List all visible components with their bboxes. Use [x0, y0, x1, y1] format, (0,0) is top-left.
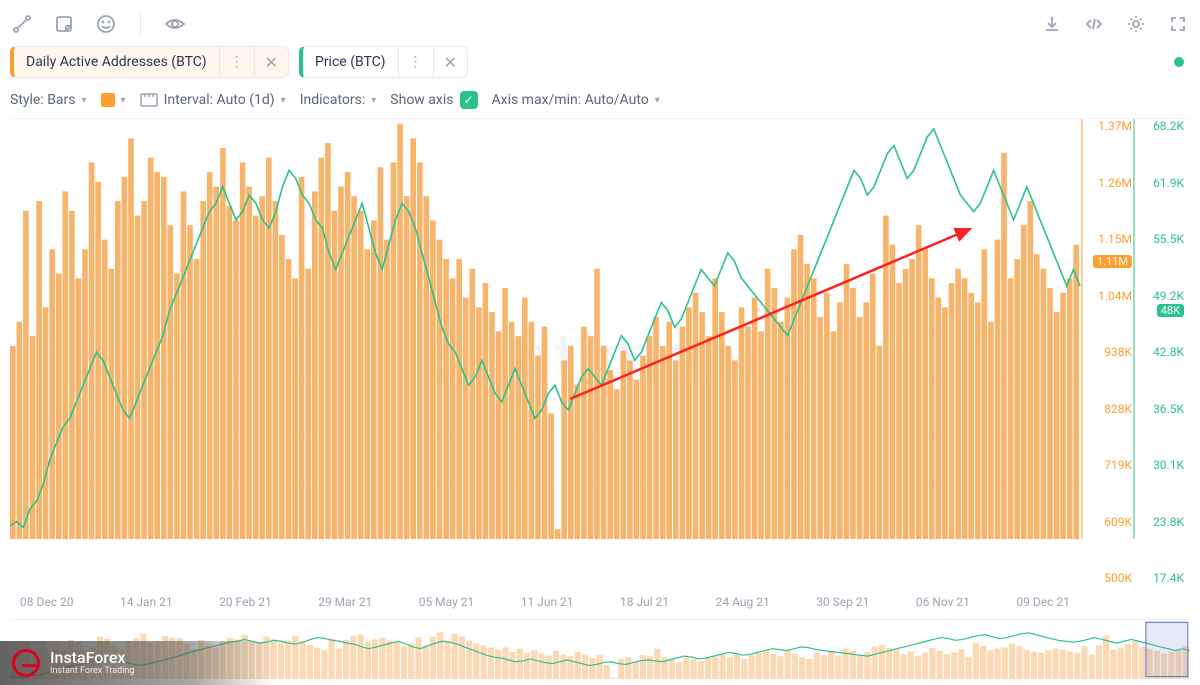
gear-icon[interactable] [1124, 12, 1148, 36]
show-axis-toggle[interactable]: Show axis ✓ [390, 91, 477, 109]
branding-overlay: InstaForex Instant Forex Trading [0, 641, 274, 685]
note-icon[interactable] [52, 12, 76, 36]
chip-menu-icon[interactable]: ⋮ [398, 47, 433, 77]
brand-logo-icon [12, 649, 40, 677]
toolbar-divider [140, 13, 141, 35]
series-color-selector[interactable]: ▾ [101, 93, 126, 107]
embed-icon[interactable] [1082, 12, 1106, 36]
indicators-selector[interactable]: Indicators: ▾ [300, 92, 377, 108]
chip-label: Daily Active Addresses (BTC) [14, 54, 219, 70]
chevron-down-icon: ▾ [655, 95, 660, 106]
connection-status-dot [1174, 57, 1184, 67]
series-chips-row: Daily Active Addresses (BTC) ⋮ ✕ Price (… [10, 42, 1190, 82]
chevron-down-icon: ▾ [82, 95, 87, 106]
top-toolbar [10, 6, 1190, 42]
fullscreen-icon[interactable] [1166, 12, 1190, 36]
chip-close-icon[interactable]: ✕ [254, 47, 288, 77]
axis-minmax-label: Axis max/min: Auto/Auto [492, 92, 649, 108]
show-axis-label: Show axis [390, 92, 453, 108]
current-value-price: 48K [1157, 304, 1184, 317]
emoji-icon[interactable] [94, 12, 118, 36]
y-axis-daa: 1.37M1.26M1.15M1.04M938K828K719K609K500K [1086, 119, 1132, 585]
interval-label: Interval: Auto (1d) [164, 92, 275, 108]
chart-canvas [10, 119, 1190, 569]
chip-menu-icon[interactable]: ⋮ [219, 47, 254, 77]
chip-label: Price (BTC) [303, 54, 398, 70]
y-axis-price: 68.2K61.9K55.5K49.2K42.8K36.5K30.1K23.8K… [1138, 119, 1184, 585]
visibility-icon[interactable] [163, 12, 187, 36]
color-swatch [101, 93, 115, 107]
main-chart[interactable]: santiment 1.37M1.26M1.15M1.04M938K828K71… [10, 118, 1190, 615]
interval-selector[interactable]: Interval: Auto (1d) ▾ [140, 92, 286, 108]
brand-tagline: Instant Forex Trading [50, 667, 134, 677]
chart-options-row: Style: Bars ▾ ▾ Interval: Auto (1d) ▾ Indi… [10, 82, 1190, 118]
axis-minmax-selector[interactable]: Axis max/min: Auto/Auto ▾ [492, 92, 660, 108]
style-selector[interactable]: Style: Bars ▾ [10, 92, 87, 108]
chip-price[interactable]: Price (BTC) ⋮ ✕ [299, 46, 468, 78]
line-tool-icon[interactable] [10, 12, 34, 36]
style-label: Style: Bars [10, 92, 76, 108]
x-axis: 08 Dec 2014 Jan 2120 Feb 2129 Mar 2105 M… [10, 589, 1080, 615]
brand-name: InstaForex [50, 649, 134, 667]
chevron-down-icon: ▾ [371, 95, 376, 106]
chip-daa[interactable]: Daily Active Addresses (BTC) ⋮ ✕ [10, 46, 289, 78]
checkbox-checked-icon: ✓ [460, 91, 478, 109]
chevron-down-icon: ▾ [281, 95, 286, 106]
chevron-down-icon: ▾ [121, 95, 126, 106]
chip-close-icon[interactable]: ✕ [433, 47, 467, 77]
interval-icon [140, 93, 158, 107]
download-icon[interactable] [1040, 12, 1064, 36]
indicators-label: Indicators: [300, 92, 366, 108]
current-value-daa: 1.11M [1093, 255, 1132, 268]
